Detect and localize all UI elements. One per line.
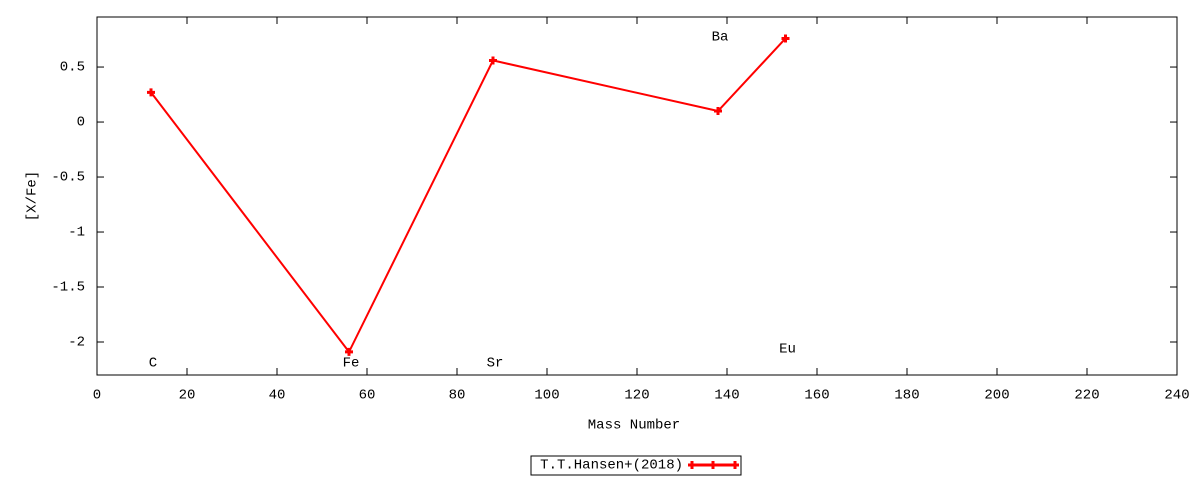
y-tick-label: -2: [68, 335, 85, 351]
y-tick-label: 0.5: [60, 60, 85, 76]
x-tick-label: 80: [449, 388, 466, 404]
y-tick-label: -0.5: [51, 170, 85, 186]
x-tick-label: 60: [359, 388, 376, 404]
x-tick-label: 100: [534, 388, 559, 404]
legend-label: T.T.Hansen+(2018): [540, 458, 683, 474]
x-axis-label: Mass Number: [588, 418, 680, 434]
point-marker: [489, 56, 497, 65]
element-label: Eu: [779, 342, 796, 358]
point-marker: [345, 347, 353, 356]
x-tick-label: 120: [624, 388, 649, 404]
x-tick-label: 0: [93, 388, 101, 404]
y-tick-label: -1.5: [51, 280, 85, 296]
x-tick-label: 240: [1164, 388, 1189, 404]
plot-frame: [96, 16, 1178, 376]
element-label: Ba: [712, 30, 729, 46]
x-tick-label: 220: [1074, 388, 1099, 404]
point-marker: [781, 34, 790, 43]
legend-box: [530, 455, 742, 476]
point-marker: [714, 107, 722, 116]
y-tick-label: -1: [68, 225, 85, 241]
x-tick-label: 20: [179, 388, 196, 404]
series-line: [150, 37, 787, 354]
y-axis-label: [X/Fe]: [25, 171, 41, 221]
x-tick-label: 160: [804, 388, 829, 404]
element-label: Sr: [487, 356, 504, 372]
element-label: Fe: [343, 356, 360, 372]
x-tick-label: 180: [894, 388, 919, 404]
x-tick-label: 40: [269, 388, 286, 404]
legend-marker: [688, 461, 739, 469]
x-tick-label: 140: [714, 388, 739, 404]
x-tick-label: 200: [984, 388, 1009, 404]
y-tick-label: 0: [77, 115, 85, 131]
element-label: C: [149, 356, 157, 372]
point-marker: [147, 88, 155, 97]
